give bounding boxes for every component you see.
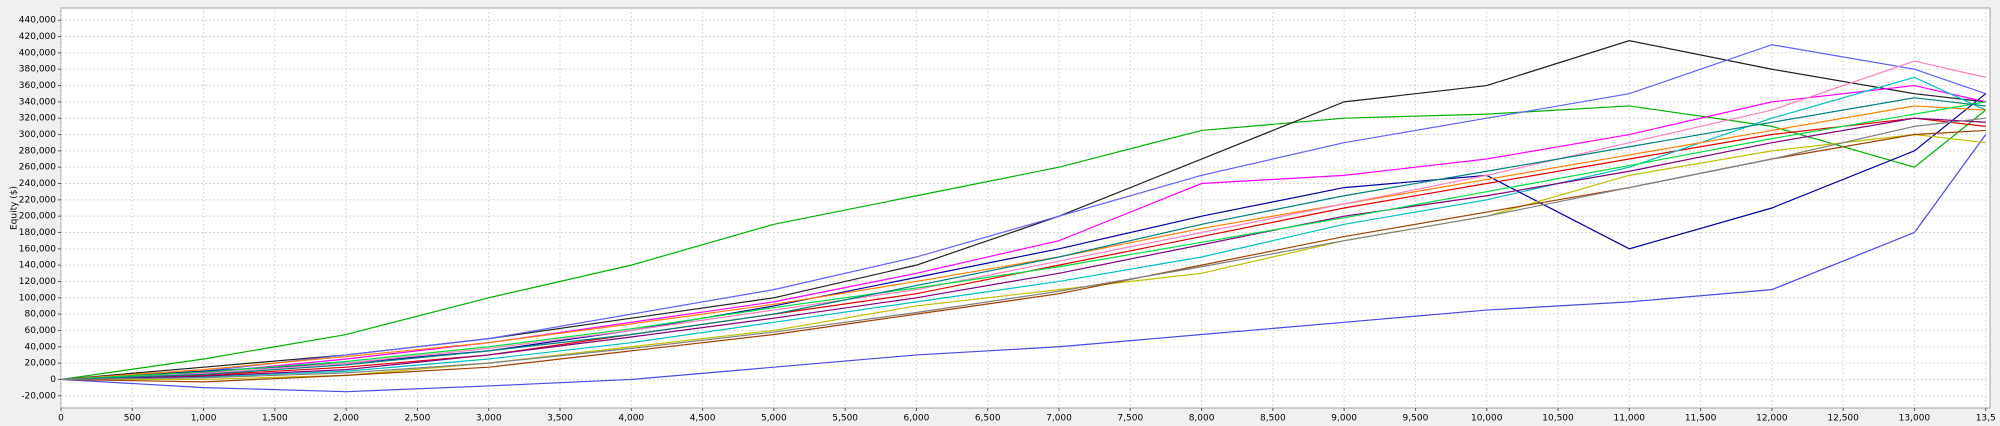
y-tick-label: 20,000 xyxy=(25,359,57,369)
y-tick-label: 260,000 xyxy=(19,163,56,173)
equity-line xyxy=(61,84,1986,381)
y-axis-title: Equity ($) xyxy=(10,186,20,230)
x-tick-label: 2,500 xyxy=(405,414,431,424)
x-tick-label: 9,000 xyxy=(1331,414,1357,424)
y-tick-label: 360,000 xyxy=(19,81,56,91)
x-tick-label: 500 xyxy=(124,414,141,424)
x-tick-label: 6,000 xyxy=(904,414,930,424)
x-tick-label: 11,000 xyxy=(1614,414,1646,424)
equity-line xyxy=(61,117,1986,381)
x-tick-label: 13,5 xyxy=(1976,414,1996,424)
y-tick-label: 180,000 xyxy=(19,228,56,238)
x-tick-label: 12,500 xyxy=(1827,414,1859,424)
y-tick-label: 420,000 xyxy=(19,32,56,42)
x-tick-label: 5,000 xyxy=(761,414,787,424)
x-tick-label: 0 xyxy=(58,414,64,424)
x-tick-label: 4,500 xyxy=(690,414,716,424)
x-tick-label: 12,000 xyxy=(1756,414,1788,424)
x-tick-label: 1,500 xyxy=(262,414,288,424)
plot-area xyxy=(60,7,1991,409)
y-tick-label: 400,000 xyxy=(19,48,56,58)
y-tick-label: 120,000 xyxy=(19,277,56,287)
x-tick-label: 6,500 xyxy=(975,414,1001,424)
y-tick-label: 280,000 xyxy=(19,146,56,156)
y-tick-label: 320,000 xyxy=(19,114,56,124)
x-tick-label: 8,500 xyxy=(1260,414,1286,424)
x-tick-label: 7,000 xyxy=(1046,414,1072,424)
y-tick-label: 40,000 xyxy=(25,342,57,352)
x-tick-label: 10,500 xyxy=(1542,414,1574,424)
equity-line xyxy=(61,76,1986,381)
y-tick-label: 220,000 xyxy=(19,195,56,205)
x-tick-label: 1,000 xyxy=(191,414,217,424)
x-tick-label: 4,000 xyxy=(618,414,644,424)
x-tick-label: 11,500 xyxy=(1685,414,1717,424)
x-tick-label: 9,500 xyxy=(1403,414,1429,424)
y-tick-label: 300,000 xyxy=(19,130,56,140)
y-tick-label: 440,000 xyxy=(19,16,56,26)
y-tick-label: 380,000 xyxy=(19,65,56,75)
equity-line xyxy=(61,134,1987,393)
lines xyxy=(61,8,1990,408)
x-tick-label: 3,000 xyxy=(476,414,502,424)
x-tick-label: 8,000 xyxy=(1189,414,1215,424)
equity-line xyxy=(61,93,1987,381)
x-tick-label: 7,500 xyxy=(1117,414,1143,424)
equity-line xyxy=(61,97,1986,381)
equity-line xyxy=(61,44,1986,381)
y-tick-label: 100,000 xyxy=(19,293,56,303)
x-tick-label: 13,000 xyxy=(1899,414,1931,424)
equity-line xyxy=(61,117,1986,381)
y-tick-label: 200,000 xyxy=(19,212,56,222)
y-tick-label: 240,000 xyxy=(19,179,56,189)
equity-line xyxy=(61,101,1986,381)
y-tick-label: -20,000 xyxy=(21,391,56,401)
y-tick-label: 60,000 xyxy=(25,326,57,336)
equity-line xyxy=(61,60,1986,381)
x-tick-label: 2,000 xyxy=(333,414,359,424)
y-tick-label: 80,000 xyxy=(25,310,57,320)
equity-line xyxy=(61,133,1986,381)
y-tick-label: 140,000 xyxy=(19,261,56,271)
x-tick-label: 3,500 xyxy=(547,414,573,424)
equity-line xyxy=(61,105,1987,381)
y-tick-label: 340,000 xyxy=(19,97,56,107)
y-tick-label: 160,000 xyxy=(19,244,56,254)
equity-line xyxy=(61,117,1986,381)
x-tick-label: 5,500 xyxy=(832,414,858,424)
x-tick-label: 10,000 xyxy=(1471,414,1503,424)
y-tick-label: 0 xyxy=(50,375,56,385)
